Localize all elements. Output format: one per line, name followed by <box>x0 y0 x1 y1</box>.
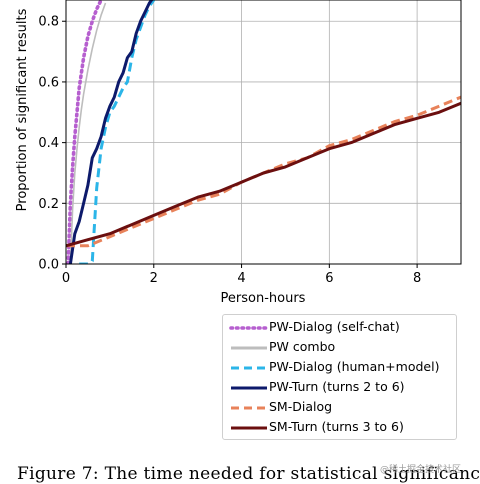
legend-swatch <box>231 406 267 410</box>
legend-swatch <box>231 346 267 350</box>
series-line-pw-dialog-self-chat <box>66 0 104 264</box>
legend-label: SM-Dialog <box>269 399 333 414</box>
y-tick-label: 0.6 <box>38 75 59 90</box>
legend-item-pw-dialog-human-model: PW-Dialog (human+model) <box>223 358 456 378</box>
chart: 0 2 4 6 8 0.0 0.2 0.4 0.6 0.8 Person-hours Propor… <box>15 0 462 306</box>
x-tick-label: 8 <box>413 271 421 286</box>
x-tick-label: 0 <box>62 271 70 286</box>
plot-frame <box>65 0 462 265</box>
legend-label: PW combo <box>269 339 336 354</box>
x-axis-label: Person-hours <box>221 291 306 306</box>
series-line-pw-turn-turns-2-to-6 <box>68 0 154 264</box>
series-line-sm-turn-turns-3-to-6 <box>66 101 461 248</box>
legend-label: PW-Turn (turns 2 to 6) <box>269 379 405 394</box>
series-line-pw-combo <box>69 2 107 264</box>
legend-swatch <box>231 386 267 390</box>
legend: PW-Dialog (self-chat) PW combo PW-Dialog… <box>222 314 457 440</box>
series-lines <box>66 0 461 264</box>
x-tick-label: 4 <box>237 271 245 286</box>
y-tick-label: 0.0 <box>38 258 59 273</box>
x-tick-label: 2 <box>150 271 158 286</box>
x-tick-label: 6 <box>325 271 333 286</box>
y-axis-label: Proportion of significant results <box>15 8 30 211</box>
series-line-pw-dialog-human-model <box>79 0 156 264</box>
legend-label: PW-Dialog (self-chat) <box>269 319 400 334</box>
legend-item-pw-combo: PW combo <box>223 338 456 358</box>
y-tick-label: 0.4 <box>38 136 59 151</box>
watermark: @稀土掘金技术社区 <box>380 465 462 475</box>
legend-item-sm-turn: SM-Turn (turns 3 to 6) <box>223 418 456 438</box>
legend-swatch <box>229 326 269 330</box>
y-tick-label: 0.2 <box>38 197 59 212</box>
legend-item-pw-turn: PW-Turn (turns 2 to 6) <box>223 378 456 398</box>
axis-ticks: 0 2 4 6 8 0.0 0.2 0.4 0.6 0.8 <box>38 15 421 286</box>
legend-swatch <box>231 426 267 430</box>
figure-caption: Figure 7: The time needed for statistica… <box>17 464 480 484</box>
legend-label: SM-Turn (turns 3 to 6) <box>269 419 404 434</box>
grid <box>65 0 461 265</box>
y-tick-label: 0.8 <box>38 15 59 30</box>
legend-label: PW-Dialog (human+model) <box>269 359 440 374</box>
legend-item-pw-dialog-self-chat: PW-Dialog (self-chat) <box>223 318 456 338</box>
legend-swatch <box>231 366 267 370</box>
legend-item-sm-dialog: SM-Dialog <box>223 398 456 418</box>
